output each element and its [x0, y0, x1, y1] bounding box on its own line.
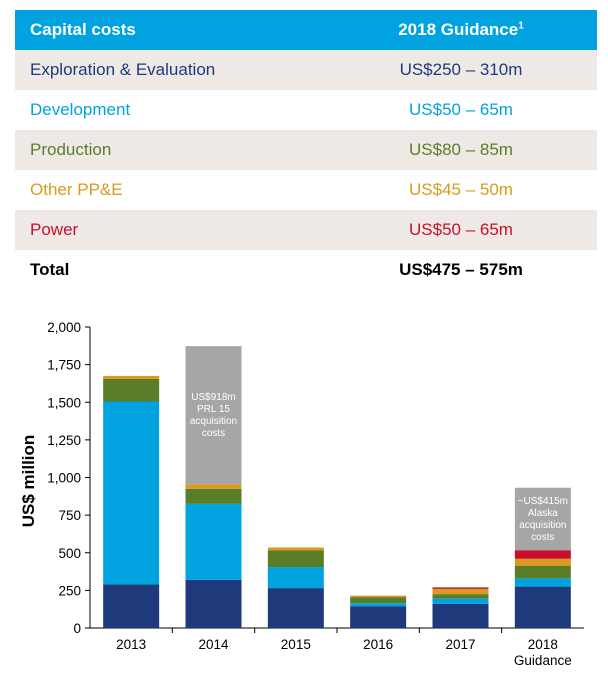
- row-label: Development: [30, 100, 131, 119]
- total-value: US$475 – 575m: [399, 260, 523, 279]
- bar-segment: [185, 579, 242, 628]
- bar-annotation: acquisition: [519, 520, 566, 531]
- row-value: US$50 – 65m: [409, 220, 513, 239]
- row-value: US$50 – 65m: [409, 100, 513, 119]
- bar-annotation: US$918m: [191, 392, 235, 403]
- row-label: Other PP&E: [30, 180, 123, 199]
- capex-stacked-bar-chart: 0 250 500 750 1,000 1,250 1,500 1,750 2,000 US$9…: [19, 320, 584, 668]
- x-tick-label: 2016: [363, 637, 393, 652]
- bar-segment: [350, 603, 407, 607]
- row-value: US$80 – 85m: [409, 140, 513, 159]
- header-guidance: 2018 Guidance1: [398, 20, 524, 39]
- bar-segment: [103, 375, 160, 379]
- bar-segment: [267, 550, 324, 568]
- y-axis-label: US$ million: [19, 435, 38, 528]
- x-tick-label: 2018: [528, 637, 558, 652]
- row-label: Power: [30, 220, 79, 239]
- y-tick-label: 1,500: [47, 395, 81, 410]
- row-value: US$45 – 50m: [409, 180, 513, 199]
- capital-costs-table: Capital costs 2018 Guidance1 Exploration…: [15, 10, 597, 290]
- bar-annotation: ~US$415m: [518, 496, 568, 507]
- bar-segment: [103, 584, 160, 628]
- bar-annotation: costs: [531, 532, 554, 543]
- table-total-row: Total US$475 – 575m: [15, 250, 597, 290]
- bar-segment: [514, 550, 571, 559]
- row-label: Production: [30, 140, 112, 159]
- table-row: Development US$50 – 65m: [15, 90, 597, 130]
- row-label: Exploration & Evaluation: [30, 60, 216, 79]
- header-capital-costs: Capital costs: [30, 20, 136, 39]
- bar-segment: [185, 503, 242, 580]
- y-tick-label: 1,000: [47, 471, 81, 486]
- bar-segment: [185, 488, 242, 504]
- x-tick-label: Guidance: [514, 653, 572, 668]
- bar-segment: [350, 597, 407, 604]
- bar-segment: [514, 578, 571, 587]
- bar-segment: [514, 558, 571, 566]
- bar-annotation: Alaska: [528, 508, 558, 519]
- bar-segment: [432, 588, 489, 595]
- bar-segment: [267, 588, 324, 628]
- bar-segment: [514, 586, 571, 628]
- bar-segment: [514, 487, 571, 551]
- bar-segment: [103, 401, 160, 585]
- bar-segment: [432, 598, 489, 604]
- table-row: Other PP&E US$45 – 50m: [15, 170, 597, 210]
- y-tick-label: 750: [58, 508, 81, 523]
- table-header-row: Capital costs 2018 Guidance1: [15, 10, 597, 50]
- bar-segment: [432, 594, 489, 599]
- y-tick-label: 500: [58, 546, 81, 561]
- bar-segment: [432, 587, 489, 589]
- total-label: Total: [30, 260, 70, 279]
- y-tick-label: 250: [58, 583, 81, 598]
- table-row: Exploration & Evaluation US$250 – 310m: [15, 50, 597, 90]
- y-tick-label: 1,750: [47, 358, 81, 373]
- bar-segment: [432, 603, 489, 628]
- table-row: Power US$50 – 65m: [15, 210, 597, 250]
- x-tick-label: 2014: [198, 637, 229, 652]
- bar-annotation: acquisition: [190, 416, 237, 427]
- x-tick-label: 2013: [116, 637, 146, 652]
- bar-segment: [350, 595, 407, 598]
- x-tick-label: 2017: [445, 637, 475, 652]
- bar-annotation: PRL 15: [197, 404, 230, 415]
- bar-annotation: costs: [202, 428, 225, 439]
- bar-segment: [185, 484, 242, 489]
- x-tick-label: 2015: [281, 637, 311, 652]
- y-tick-label: 2,000: [47, 320, 81, 335]
- footnote-marker: 1: [518, 20, 524, 32]
- bar-segment: [267, 567, 324, 589]
- bar-segment: [267, 547, 324, 551]
- y-tick-label: 1,250: [47, 433, 81, 448]
- bar-segment: [185, 346, 242, 485]
- table-row: Production US$80 – 85m: [15, 130, 597, 170]
- y-tick-label: 0: [73, 621, 81, 636]
- bar-segment: [514, 565, 571, 579]
- bar-segment: [350, 606, 407, 628]
- bar-segment: [103, 378, 160, 402]
- row-value: US$250 – 310m: [399, 60, 523, 79]
